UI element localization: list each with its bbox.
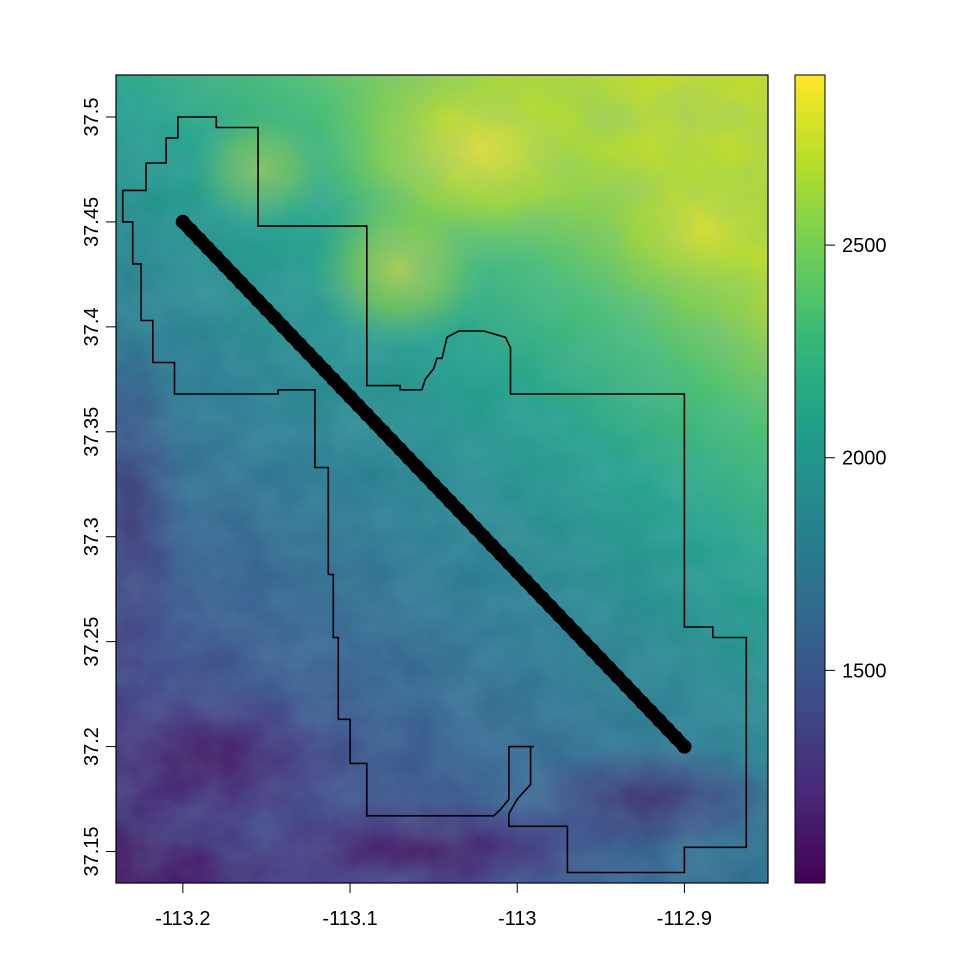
transect-point (418, 468, 433, 483)
transect-point (317, 363, 333, 378)
transect-point (209, 249, 224, 264)
transect-point (192, 232, 207, 247)
transect-line (176, 215, 691, 754)
transect-point (259, 302, 274, 317)
transect-point (677, 739, 692, 754)
transect-point (652, 713, 667, 728)
transect-point (393, 442, 408, 457)
transect-point (443, 494, 458, 509)
transect-point (485, 538, 500, 553)
transect-point (276, 319, 291, 334)
transect-point (560, 617, 575, 632)
transect-point (359, 407, 374, 422)
transect-point (225, 267, 241, 282)
elevation-legend: 1500 2000 2500 (794, 74, 887, 884)
legend-ticks: 1500 2000 2500 (825, 235, 887, 682)
transect-point (242, 284, 257, 299)
y-tick-label: 37.35 (81, 407, 103, 457)
transect-point (434, 485, 450, 501)
x-tick-label: -113.2 (155, 908, 210, 930)
transect-point (376, 424, 391, 439)
transect-point (535, 590, 550, 606)
transect-point (351, 398, 366, 413)
transect-point (451, 503, 466, 518)
transect-point (234, 276, 249, 291)
transect-layer (175, 214, 692, 754)
transect-point (627, 687, 642, 702)
transect-point (518, 573, 533, 588)
transect-point (309, 354, 324, 369)
transect-point (493, 547, 508, 562)
transect-point (342, 389, 358, 404)
transect-point (401, 450, 416, 466)
transect-point (577, 634, 592, 649)
y-axis: 37.15 37.2 37.25 37.3 37.35 37.4 37.45 37.5 (81, 98, 116, 877)
transect-point (284, 328, 299, 343)
y-tick-label: 37.4 (81, 307, 103, 346)
transect-point (510, 564, 525, 579)
transect-point (618, 678, 633, 693)
boundary-layer (121, 116, 748, 874)
transect-point (301, 345, 316, 361)
transect-point (668, 730, 684, 745)
x-tick-label: -113 (498, 908, 537, 930)
transect-point (384, 433, 399, 448)
y-tick-label: 37.2 (81, 727, 103, 766)
transect-point (326, 372, 341, 387)
transect-point (501, 555, 516, 571)
transect-point (543, 599, 558, 614)
transect-point (468, 520, 483, 536)
y-tick-label: 37.3 (81, 517, 103, 556)
plot-frame (115, 74, 769, 884)
transect-point (184, 223, 199, 238)
transect-point (267, 310, 282, 326)
x-tick-label: -112.9 (657, 908, 712, 930)
transect-point (251, 293, 266, 308)
legend-tick-label: 1500 (842, 660, 887, 682)
elevation-raster (116, 75, 768, 883)
transect-point (409, 459, 425, 474)
transect-point (334, 380, 349, 396)
transect-point (526, 582, 542, 597)
legend-tick-label: 2500 (842, 235, 887, 257)
transect-point (585, 643, 600, 658)
transect-point (568, 625, 583, 641)
y-tick-label: 37.15 (81, 826, 103, 876)
park-boundary-polygon (121, 116, 748, 874)
transect-point (476, 529, 491, 544)
legend-tick-label: 2000 (842, 448, 887, 470)
transect-point (602, 660, 617, 675)
y-tick-label: 37.45 (81, 197, 103, 247)
transect-point (660, 721, 675, 737)
transect-point (593, 652, 608, 667)
transect-point (200, 241, 216, 256)
legend-colorbar (794, 74, 826, 884)
y-tick-label: 37.5 (81, 98, 103, 137)
transect-point (292, 337, 307, 352)
transect-point (368, 415, 383, 431)
transect-point (175, 214, 190, 230)
x-axis: -113.2 -113.1 -113 -112.9 (155, 883, 712, 930)
transect-point (635, 695, 650, 710)
transect-point (426, 477, 441, 492)
transect-point (459, 512, 475, 527)
transect-point (643, 704, 659, 719)
x-tick-label: -113.1 (322, 908, 377, 930)
transect-point (610, 669, 625, 684)
transect-point (551, 608, 567, 623)
transect-point (217, 258, 232, 273)
y-tick-label: 37.25 (81, 617, 103, 667)
